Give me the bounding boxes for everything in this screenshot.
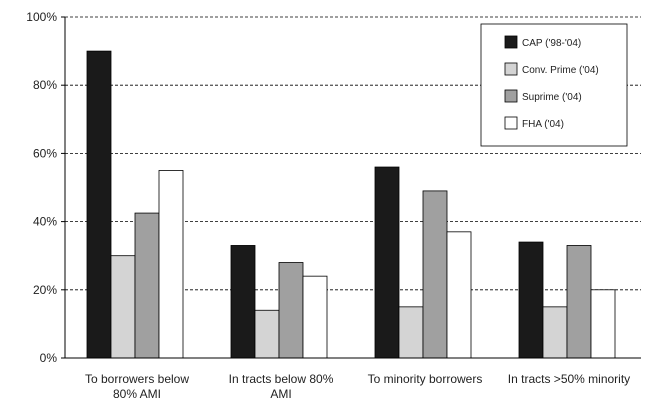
y-tick-label: 0% xyxy=(40,351,58,365)
y-tick-labels: 0% 20% 40% 60% 80% 100% xyxy=(26,10,65,365)
bar xyxy=(230,245,256,359)
x-category-label: To minority borrowers xyxy=(368,372,483,386)
legend-label: Conv. Prime ('04) xyxy=(522,65,599,76)
bar xyxy=(590,289,616,359)
bar xyxy=(278,262,304,359)
axes xyxy=(64,17,641,359)
x-category-label: In tracts >50% minority xyxy=(508,372,630,386)
legend-label: CAP ('98-'04) xyxy=(522,38,581,49)
legend: CAP ('98-'04) Conv. Prime ('04) Suprime ('… xyxy=(480,23,628,147)
bar xyxy=(86,50,112,359)
y-tick-label: 80% xyxy=(33,78,57,92)
legend-label: FHA ('04) xyxy=(522,119,564,130)
bar xyxy=(374,166,400,359)
bar xyxy=(542,306,568,359)
x-category-label: 80% AMI xyxy=(113,387,161,401)
bar xyxy=(302,275,328,359)
bar xyxy=(446,231,472,359)
bar xyxy=(422,190,448,359)
legend-swatch xyxy=(504,62,518,76)
bar xyxy=(254,309,280,359)
bar xyxy=(398,306,424,359)
legend-swatch xyxy=(504,89,518,103)
x-category-label: To borrowers below xyxy=(85,372,189,386)
y-tick-label: 100% xyxy=(26,10,57,24)
legend-swatch xyxy=(504,35,518,49)
bar xyxy=(566,245,592,359)
y-tick-label: 60% xyxy=(33,146,57,160)
x-category-label: In tracts below 80% xyxy=(229,372,334,386)
bar xyxy=(110,255,136,359)
bar xyxy=(134,212,160,359)
x-category-label: AMI xyxy=(270,387,291,401)
bar xyxy=(158,170,184,359)
legend-swatch xyxy=(504,116,518,130)
y-tick-label: 40% xyxy=(33,215,57,229)
bars xyxy=(86,50,616,359)
bar xyxy=(518,241,544,359)
y-tick-label: 20% xyxy=(33,283,57,297)
legend-label: Suprime ('04) xyxy=(522,92,582,103)
